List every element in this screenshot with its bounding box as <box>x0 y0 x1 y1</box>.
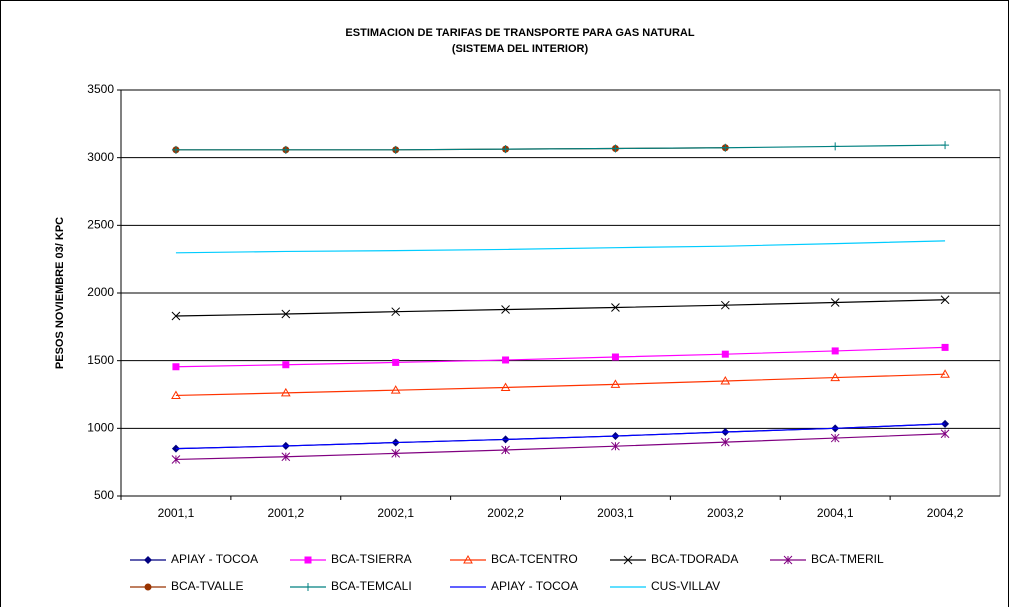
legend-label: BCA-TCENTRO <box>491 552 578 566</box>
data-point <box>831 142 840 151</box>
data-point <box>500 382 511 391</box>
data-point <box>940 429 950 439</box>
data-point <box>830 433 840 443</box>
data-point <box>611 441 620 451</box>
data-point <box>830 372 841 382</box>
legend-marker <box>463 554 473 564</box>
x-tick-label: 2003,1 <box>597 506 634 520</box>
legend-marker <box>144 556 152 564</box>
y-tick-label: 500 <box>94 488 114 502</box>
data-point <box>391 449 401 458</box>
data-point <box>391 307 401 317</box>
legend-marker <box>783 555 793 565</box>
y-tick-label: 1500 <box>87 353 114 367</box>
series-line <box>175 423 946 450</box>
series-line <box>175 373 946 397</box>
data-point <box>721 350 729 358</box>
data-point <box>611 353 619 361</box>
legend-label: BCA-TSIERRA <box>331 552 412 566</box>
y-tick-label: 1000 <box>87 421 114 435</box>
data-point <box>720 300 730 310</box>
legend-marker <box>304 556 312 564</box>
data-point <box>501 305 510 314</box>
data-point <box>940 369 950 378</box>
x-tick-label: 2001,2 <box>267 506 304 520</box>
chart-subtitle: (SISTEMA DEL INTERIOR) <box>452 43 589 55</box>
series-line <box>175 240 946 254</box>
data-point <box>392 358 400 366</box>
series-line <box>175 433 946 461</box>
y-tick-label: 3500 <box>87 82 114 96</box>
chart-title: ESTIMACION DE TARIFAS DE TRANSPORTE PARA… <box>345 27 694 39</box>
data-point <box>390 385 401 394</box>
data-point <box>720 375 731 385</box>
data-point <box>281 309 291 319</box>
data-point <box>831 347 839 355</box>
data-point <box>721 143 730 152</box>
legend-marker <box>304 583 312 591</box>
legend-label: BCA-TEMCALI <box>331 579 412 593</box>
series-line <box>175 346 946 368</box>
data-point <box>171 145 180 154</box>
data-point <box>501 445 510 455</box>
legend-label: BCA-TVALLE <box>171 579 243 593</box>
series-line <box>175 144 946 151</box>
data-point <box>282 361 290 369</box>
series-line <box>175 299 946 317</box>
y-tick-label: 2000 <box>87 285 114 299</box>
data-point <box>171 455 181 464</box>
legend-label: APIAY - TOCOA <box>491 579 578 593</box>
data-point <box>281 145 290 154</box>
data-point <box>611 303 620 312</box>
legend-label: BCA-TDORADA <box>651 552 738 566</box>
data-point <box>501 145 510 154</box>
x-tick-label: 2002,1 <box>377 506 414 520</box>
data-point <box>171 390 181 399</box>
legend-label: CUS-VILLAV <box>651 579 720 593</box>
data-point <box>171 311 181 321</box>
data-point <box>281 452 291 462</box>
x-tick-label: 2004,2 <box>927 506 964 520</box>
legend-marker <box>623 555 633 565</box>
x-tick-label: 2002,2 <box>487 506 524 520</box>
data-point <box>391 145 400 154</box>
data-point <box>941 141 950 150</box>
legend-label: APIAY - TOCOA <box>171 552 258 566</box>
data-point <box>830 298 840 307</box>
y-tick-label: 2500 <box>87 218 114 232</box>
x-tick-label: 2001,1 <box>158 506 195 520</box>
x-tick-label: 2003,2 <box>707 506 744 520</box>
legend-marker <box>144 583 152 591</box>
data-point <box>502 356 510 364</box>
x-tick-label: 2004,1 <box>817 506 854 520</box>
data-point <box>280 387 291 397</box>
y-tick-label: 3000 <box>87 150 114 164</box>
legend-label: BCA-TMERIL <box>811 552 884 566</box>
data-point <box>941 343 949 351</box>
data-point <box>720 437 730 447</box>
data-point <box>611 144 620 153</box>
data-point <box>940 295 950 305</box>
data-point <box>610 379 621 388</box>
y-axis-label: PESOS NOVIEMBRE 03/ KPC <box>54 217 66 369</box>
data-point <box>172 363 180 371</box>
